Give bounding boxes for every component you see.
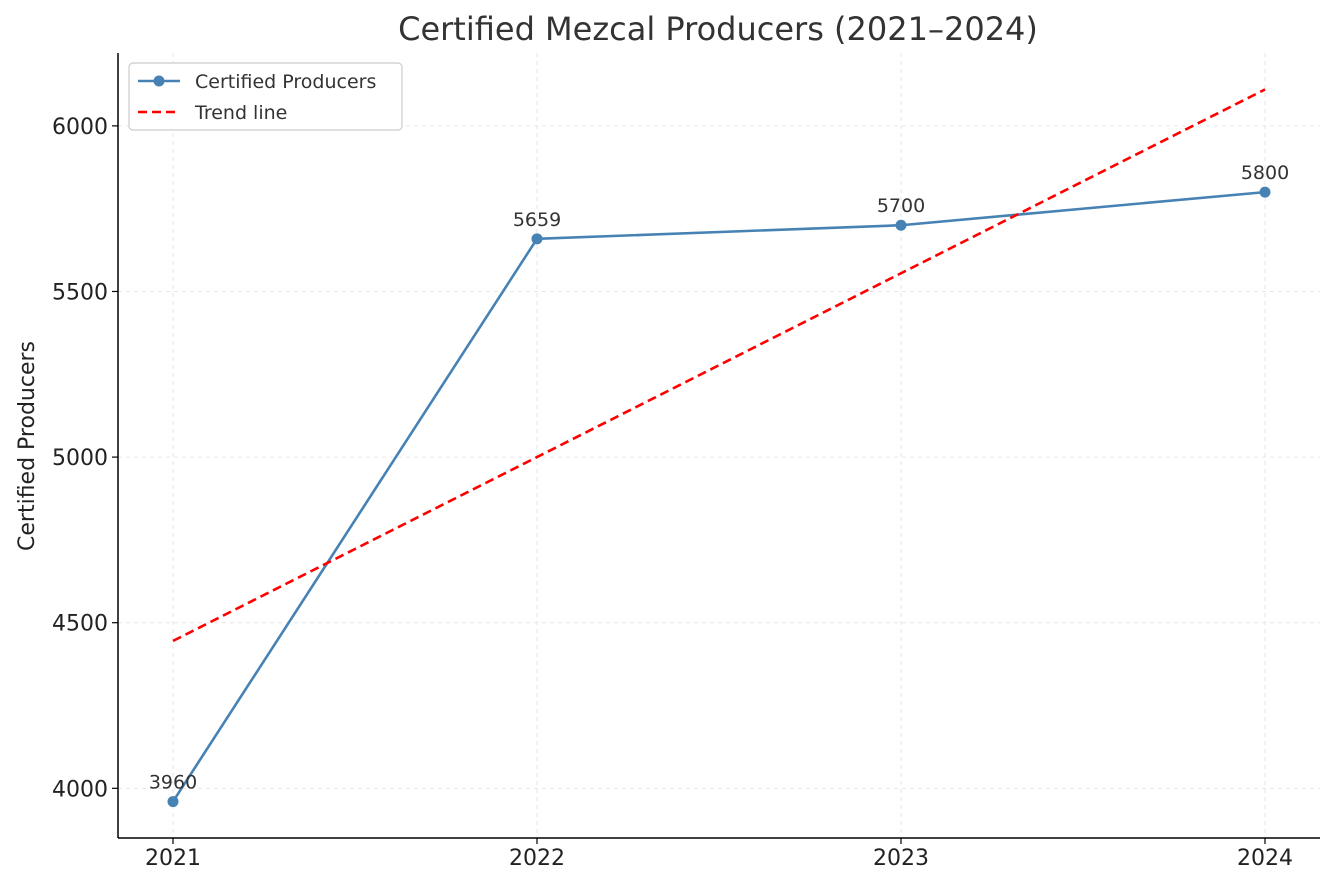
data-labels: 3960 5659 5700 5800: [149, 162, 1289, 793]
y-tick-label-4500: 4500: [52, 612, 108, 637]
data-label-2022: 5659: [513, 209, 561, 231]
y-tick-label-6000: 6000: [52, 115, 108, 140]
x-tick-label-2022: 2022: [509, 846, 565, 871]
legend-label-1: Trend line: [194, 102, 287, 124]
legend: Certified Producers Trend line: [128, 62, 403, 131]
legend-marker-0: [153, 75, 165, 87]
data-label-2023: 5700: [877, 195, 925, 217]
chart-title: Certified Mezcal Producers (2021–2024): [398, 10, 1038, 48]
data-point-2022: [531, 233, 543, 245]
grid-lines: [118, 53, 1320, 838]
x-tick-label-2021: 2021: [145, 846, 201, 871]
legend-label-0: Certified Producers: [195, 71, 376, 93]
axes: [112, 53, 1320, 844]
data-point-2023: [895, 219, 907, 231]
series-line-trend-line: [172, 88, 1266, 643]
data-label-2024: 5800: [1241, 162, 1289, 184]
y-tick-label-5500: 5500: [52, 280, 108, 305]
legend-box: [128, 62, 403, 131]
y-axis-label: Certified Producers: [15, 341, 40, 551]
data-point-2024: [1259, 186, 1271, 198]
x-tick-label-2024: 2024: [1237, 846, 1293, 871]
tick-labels: 4000 4500 5000 5500 6000 2021 2022 2023 2024: [52, 115, 1293, 871]
data-point-2021: [167, 796, 179, 808]
y-tick-label-5000: 5000: [52, 446, 108, 471]
y-tick-label-4000: 4000: [52, 777, 108, 802]
x-tick-label-2023: 2023: [873, 846, 929, 871]
series-layer: [167, 88, 1271, 808]
data-label-2021: 3960: [149, 772, 197, 794]
series-line-certified-producers: [171, 190, 1266, 803]
